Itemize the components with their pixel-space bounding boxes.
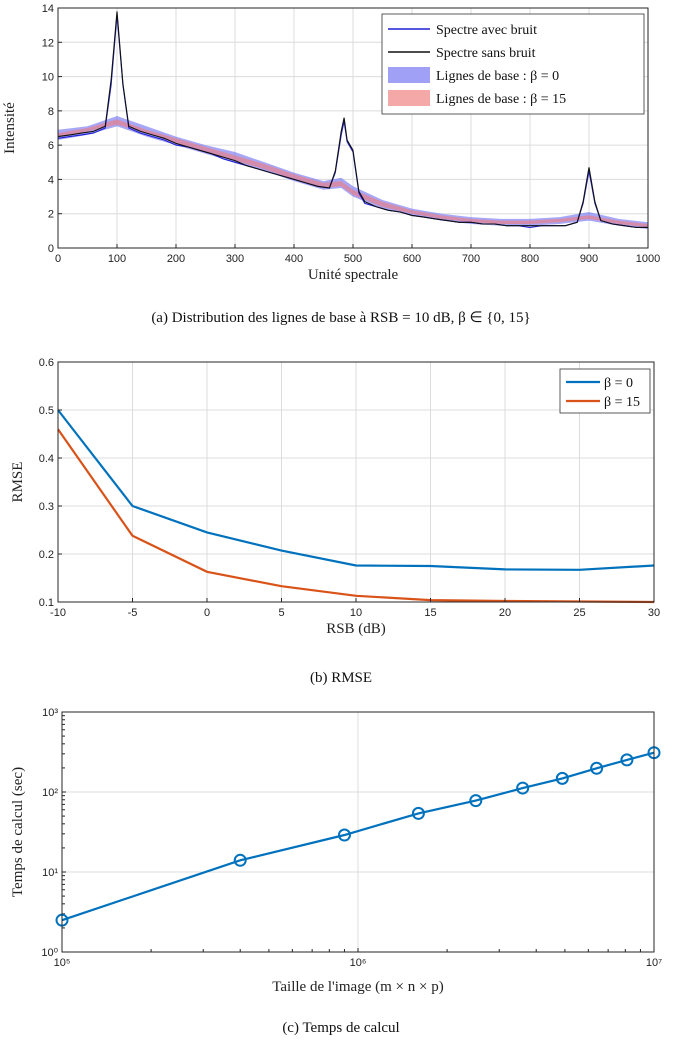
x-tick-label: 10⁷ xyxy=(646,957,662,969)
y-tick-label: 10² xyxy=(42,787,58,799)
y-tick-label: 0.2 xyxy=(39,549,54,561)
figure-caption: (b) RMSE xyxy=(310,670,372,686)
y-tick-label: 0 xyxy=(48,243,54,255)
data-point-marker xyxy=(233,853,247,867)
y-axis-label: Temps de calcul (sec) xyxy=(10,767,26,897)
x-tick-label: 400 xyxy=(285,253,303,265)
y-tick-label: 0.5 xyxy=(39,405,54,417)
data-point-marker xyxy=(620,753,634,767)
x-tick-label: 5 xyxy=(278,607,284,619)
x-tick-label: 700 xyxy=(462,253,480,265)
x-tick-label: 10⁶ xyxy=(350,957,367,969)
x-tick-label: 500 xyxy=(344,253,362,265)
y-tick-label: 6 xyxy=(48,140,54,152)
data-point-marker xyxy=(516,781,530,795)
x-tick-label: -5 xyxy=(128,607,138,619)
y-tick-label: 8 xyxy=(48,106,54,118)
data-point-marker xyxy=(411,806,425,820)
y-tick-label: 0.6 xyxy=(39,357,54,369)
x-tick-label: 600 xyxy=(403,253,421,265)
y-tick-label: 10³ xyxy=(42,707,58,719)
x-tick-label: 25 xyxy=(573,607,585,619)
data-point-marker xyxy=(469,794,483,808)
baseline-band xyxy=(58,119,648,228)
y-axis-label: RMSE xyxy=(10,462,26,503)
rmse-line xyxy=(57,428,655,604)
chart-c: 10⁵ 10⁶ 10⁷ 10⁰ 10¹ 10² 10³ Taille de l'image (… xyxy=(10,707,662,1036)
y-tick-label: 10¹ xyxy=(42,867,58,879)
y-tick-label: 4 xyxy=(48,174,54,186)
legend-label: Spectre sans bruit xyxy=(436,46,536,61)
data-point-marker xyxy=(555,771,569,785)
y-tick-label: 2 xyxy=(48,209,54,221)
x-tick-label: 200 xyxy=(167,253,185,265)
figure-caption: (c) Temps de calcul xyxy=(282,1020,399,1036)
y-tick-label: 12 xyxy=(42,37,54,49)
legend-swatch xyxy=(388,67,430,83)
legend-label: Spectre avec bruit xyxy=(436,23,537,38)
x-tick-label: 1000 xyxy=(636,253,660,265)
legend-label: Lignes de base : β = 0 xyxy=(436,69,559,84)
legend-swatch xyxy=(388,90,430,106)
x-tick-label: 15 xyxy=(424,607,436,619)
x-axis-label: Unité spectrale xyxy=(308,267,399,283)
y-tick-label: 10⁰ xyxy=(41,947,58,959)
legend-box xyxy=(559,368,651,414)
x-tick-label: 20 xyxy=(499,607,511,619)
x-tick-label: 10⁵ xyxy=(54,957,71,969)
chart-b: -10 -5 0 5 10 15 20 25 30 0.1 0.2 0.3 0.4 0.5 0.6 RSB (… xyxy=(10,357,660,686)
y-tick-label: 10 xyxy=(42,72,54,84)
x-tick-label: 900 xyxy=(580,253,598,265)
x-tick-label: 300 xyxy=(226,253,244,265)
x-tick-label: -10 xyxy=(50,607,66,619)
x-tick-label: 0 xyxy=(204,607,210,619)
legend-label: β = 15 xyxy=(604,395,640,410)
rmse-line xyxy=(57,409,655,571)
x-axis-label: RSB (dB) xyxy=(326,621,386,637)
x-axis-label: Taille de l'image (m × n × p) xyxy=(272,979,443,995)
time-line xyxy=(61,751,655,922)
x-tick-label: 0 xyxy=(55,253,61,265)
spectrum-line xyxy=(57,11,648,228)
y-axis-label: Intensité xyxy=(2,102,18,154)
y-tick-label: 0.3 xyxy=(39,501,54,513)
y-tick-label: 0.1 xyxy=(39,597,54,609)
data-point-marker xyxy=(590,761,604,775)
chart-a: 0 100 200 300 400 500 600 700 800 900 1000 0 2 4 6 8 10 1… xyxy=(2,3,660,326)
x-tick-label: 30 xyxy=(648,607,660,619)
legend-label: β = 0 xyxy=(604,376,633,391)
y-tick-label: 0.4 xyxy=(39,453,54,465)
x-tick-label: 10 xyxy=(350,607,362,619)
figure-caption: (a) Distribution des lignes de base à RS… xyxy=(151,310,530,326)
x-tick-label: 100 xyxy=(108,253,126,265)
data-point-marker xyxy=(337,828,351,842)
x-tick-label: 800 xyxy=(521,253,539,265)
y-tick-label: 14 xyxy=(42,3,54,15)
legend-label: Lignes de base : β = 15 xyxy=(436,92,566,107)
